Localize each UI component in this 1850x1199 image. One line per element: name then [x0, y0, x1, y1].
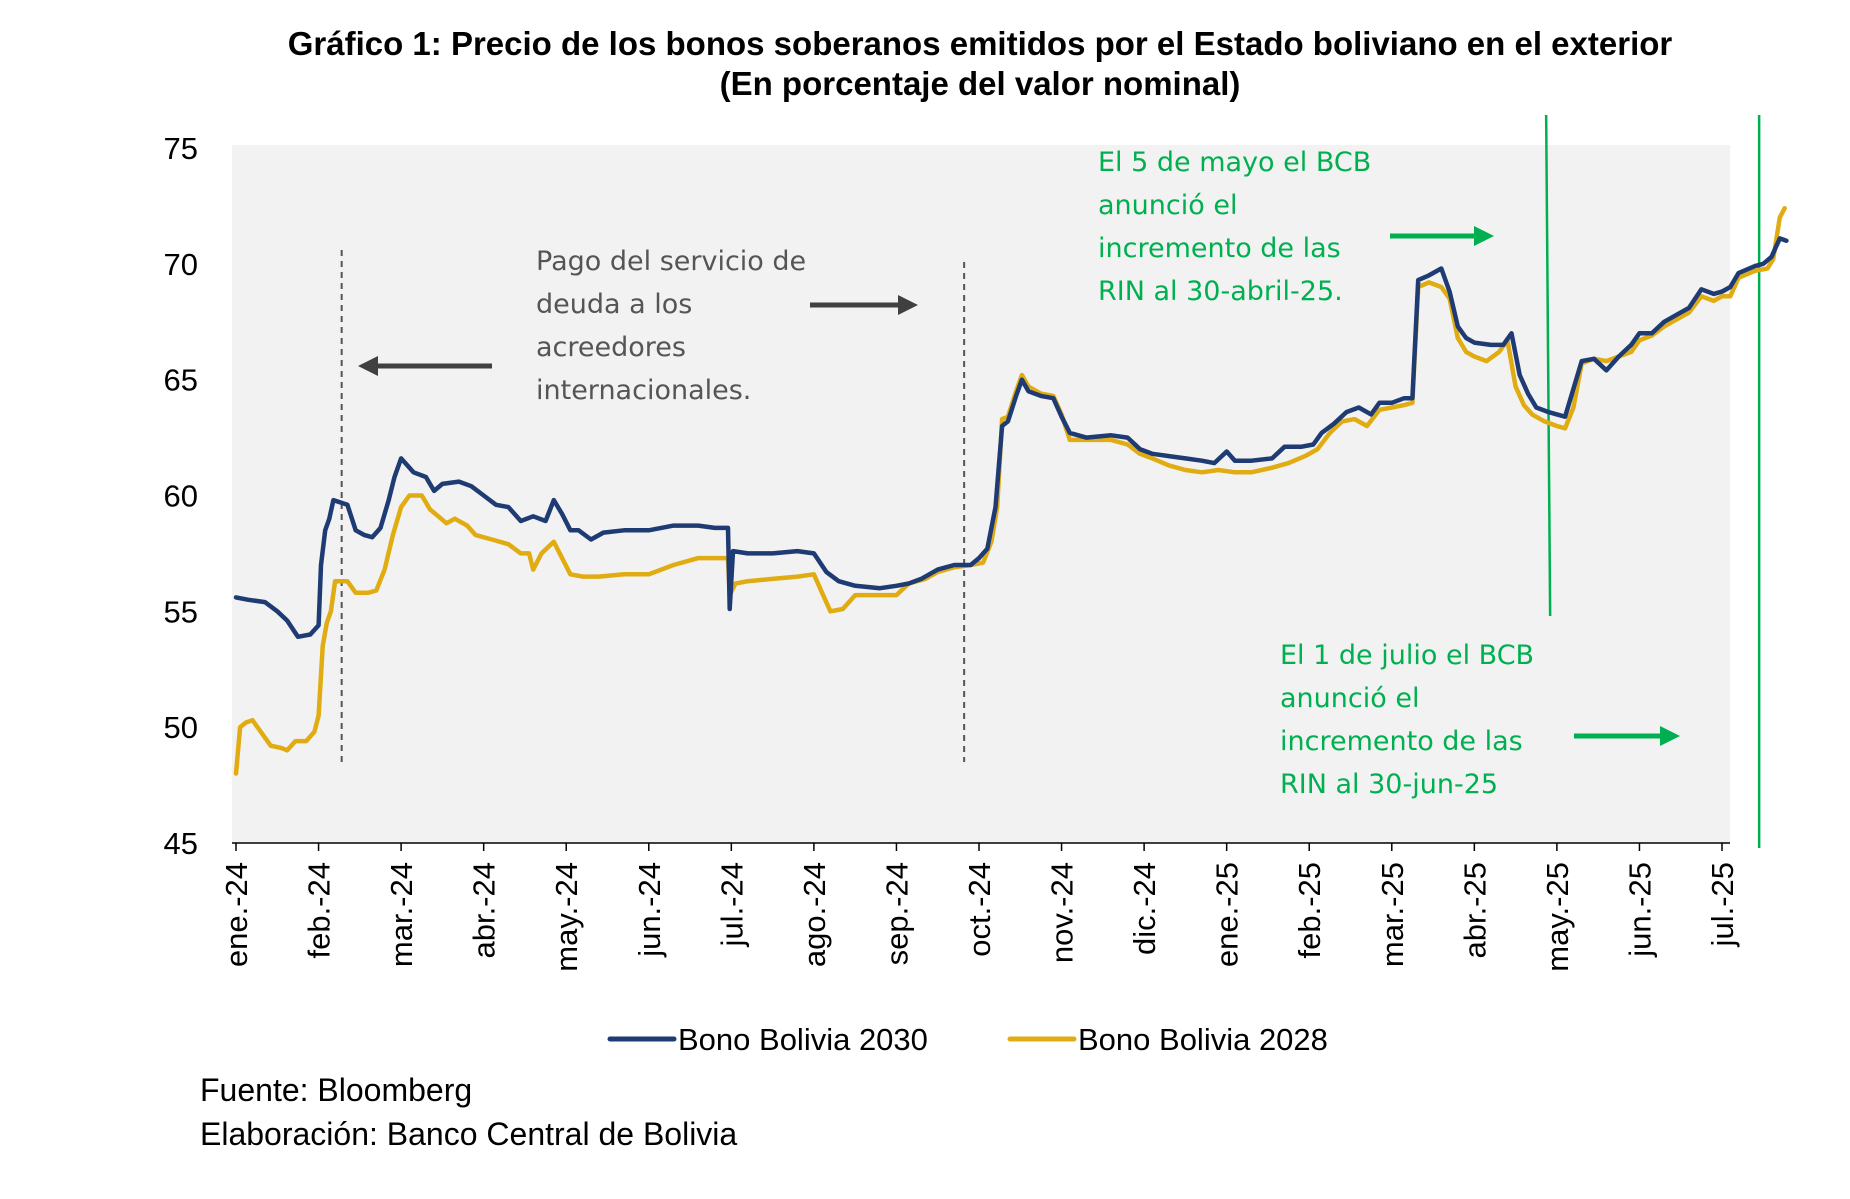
x-tick-label: oct.-24 — [962, 862, 997, 957]
annotation-line: anunció el — [1280, 683, 1419, 714]
arrow-right-jul — [1574, 726, 1680, 746]
x-tick-label: ene.-24 — [219, 862, 254, 967]
x-tick-label: abr.-24 — [467, 862, 502, 959]
arrow-left-debt — [358, 356, 492, 376]
chart-title-main: Gráfico 1: Precio de los bonos soberanos… — [287, 25, 1673, 62]
arrow-right-may — [1390, 226, 1494, 246]
arrow-right-debt — [810, 295, 918, 315]
annotation-line: anunció el — [1098, 190, 1237, 221]
y-tick-label: 60 — [164, 479, 198, 514]
annotation-jul: El 1 de julio el BCB anunció el incremento… — [1280, 640, 1534, 800]
series-line-1 — [233, 236, 1789, 640]
annotation-line: Pago del servicio de — [536, 246, 806, 277]
x-ticks: ene.-24 feb.-24 mar.-24 abr.-24 may.-24 jun.-… — [219, 843, 1740, 972]
reference-line-3 — [1544, 114, 1552, 617]
legend-label-1: Bono Bolivia 2030 — [678, 1022, 928, 1057]
annotation-line: RIN al 30-jun-25 — [1280, 769, 1498, 800]
y-ticks: 45 50 55 60 65 70 75 — [164, 131, 198, 861]
x-tick-label: ene.-25 — [1210, 862, 1245, 967]
x-tick-label: ago.-24 — [797, 862, 832, 967]
x-tick-label: sep.-24 — [879, 862, 914, 965]
source-note: Fuente: Bloomberg — [200, 1072, 473, 1108]
x-tick-label: dic.-24 — [1127, 862, 1162, 955]
x-tick-label: jul.-25 — [1705, 862, 1740, 947]
series-lines — [233, 205, 1789, 776]
x-tick-label: jun.-24 — [632, 862, 667, 958]
annotation-line: acreedores — [536, 332, 686, 363]
chart-subtitle: (En porcentaje del valor nominal) — [719, 65, 1241, 102]
annotation-arrows — [358, 226, 1680, 746]
annotation-line: internacionales. — [536, 375, 751, 406]
x-tick-label: may.-25 — [1540, 862, 1575, 972]
annotation-line: El 5 de mayo el BCB — [1098, 147, 1371, 178]
chart-title: Gráfico 1: Precio de los bonos soberanos… — [0, 24, 1850, 104]
y-tick-label: 75 — [164, 131, 198, 166]
annotation-line: deuda a los — [536, 289, 692, 320]
y-tick-label: 45 — [164, 826, 198, 861]
x-tick-label: may.-24 — [549, 862, 584, 972]
annotation-line: incremento de las — [1098, 233, 1341, 264]
x-tick-label: mar.-24 — [384, 862, 419, 967]
reference-lines — [340, 114, 1761, 848]
annotation-line: incremento de las — [1280, 726, 1523, 757]
x-tick-label: mar.-25 — [1375, 862, 1410, 967]
annotation-line: El 1 de julio el BCB — [1280, 640, 1534, 671]
x-tick-label: feb.-24 — [302, 862, 337, 959]
y-tick-label: 55 — [164, 594, 198, 629]
annotation-line: RIN al 30-abril-25. — [1098, 276, 1343, 307]
annotation-may: El 5 de mayo el BCB anunció el incremento … — [1098, 147, 1371, 307]
legend-label-2: Bono Bolivia 2028 — [1078, 1022, 1328, 1057]
elaboration-note: Elaboración: Banco Central de Bolivia — [200, 1116, 738, 1152]
x-tick-label: nov.-24 — [1045, 862, 1080, 963]
y-tick-label: 65 — [164, 363, 198, 398]
y-tick-label: 70 — [164, 247, 198, 282]
annotation-debt: Pago del servicio de deuda a los acreedore… — [536, 246, 806, 406]
x-tick-label: jun.-25 — [1622, 862, 1657, 958]
y-tick-label: 50 — [164, 710, 198, 745]
series-line-2 — [233, 205, 1787, 776]
x-tick-label: jul.-24 — [714, 862, 749, 947]
annotations: Pago del servicio de deuda a los acreedore… — [536, 147, 1534, 800]
legend: Bono Bolivia 2030 Bono Bolivia 2028 — [607, 1022, 1328, 1057]
x-tick-label: feb.-25 — [1292, 862, 1327, 959]
x-tick-label: abr.-25 — [1457, 862, 1492, 959]
